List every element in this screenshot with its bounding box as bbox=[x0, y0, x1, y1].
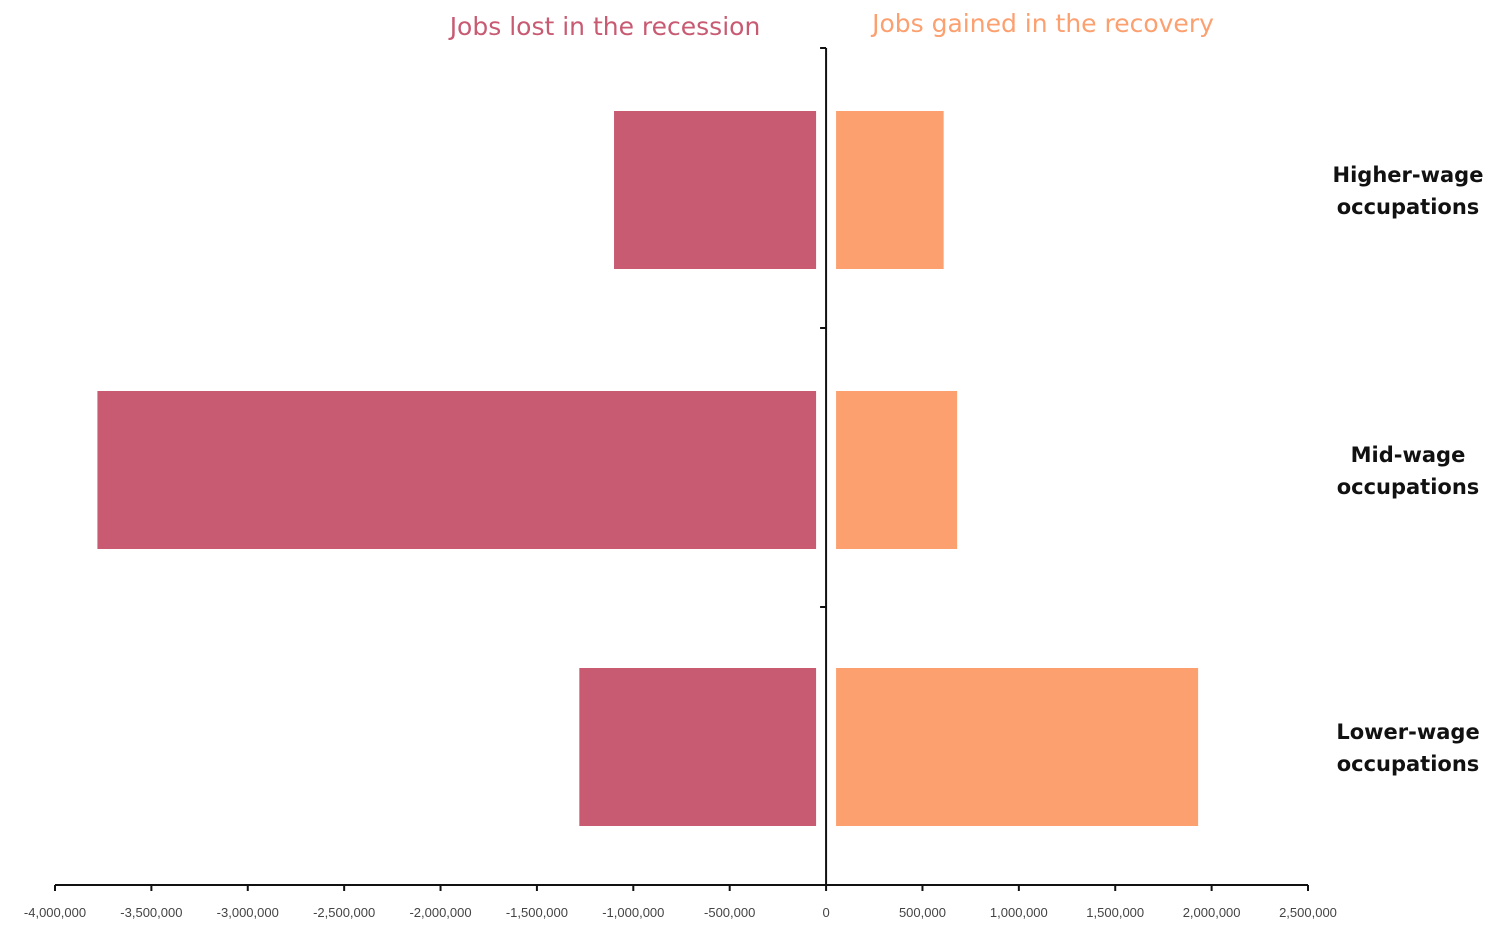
bar-gained-0 bbox=[836, 111, 944, 269]
bars bbox=[97, 111, 1199, 826]
x-tick-label: 500,000 bbox=[899, 905, 946, 920]
bar-lost-2 bbox=[579, 668, 817, 826]
x-tick-label: 2,500,000 bbox=[1279, 905, 1337, 920]
series-title-jobs-lost: Jobs lost in the recession bbox=[448, 12, 761, 41]
x-tick-label: -3,000,000 bbox=[217, 905, 279, 920]
x-tick-label: 1,000,000 bbox=[990, 905, 1048, 920]
bar-lost-1 bbox=[97, 391, 817, 549]
series-titles: Jobs lost in the recession Jobs gained in… bbox=[448, 9, 1214, 41]
series-title-jobs-gained: Jobs gained in the recovery bbox=[870, 9, 1214, 38]
axes: -4,000,000 -3,500,000 -3,000,000 -2,500,000… bbox=[24, 47, 1337, 920]
x-tick-label: -2,500,000 bbox=[313, 905, 375, 920]
x-tick-label: -2,000,000 bbox=[409, 905, 471, 920]
bar-gained-2 bbox=[836, 668, 1199, 826]
category-label: Mid-wage occupations bbox=[1337, 443, 1480, 499]
category-labels: Higher-wage occupations Mid-wage occupation… bbox=[1333, 163, 1484, 776]
bar-lost-0 bbox=[614, 111, 817, 269]
x-tick-label: 0 bbox=[822, 905, 829, 920]
x-tick-label: -1,000,000 bbox=[602, 905, 664, 920]
x-tick-label: 2,000,000 bbox=[1183, 905, 1241, 920]
x-tick-label: -1,500,000 bbox=[506, 905, 568, 920]
bar-gained-1 bbox=[836, 391, 958, 549]
category-label: Lower-wage occupations bbox=[1336, 720, 1479, 776]
x-tick-label: -4,000,000 bbox=[24, 905, 86, 920]
x-tick-label: -3,500,000 bbox=[120, 905, 182, 920]
x-tick-label: 1,500,000 bbox=[1086, 905, 1144, 920]
category-label: Higher-wage occupations bbox=[1333, 163, 1484, 219]
x-tick-label: -500,000 bbox=[704, 905, 755, 920]
